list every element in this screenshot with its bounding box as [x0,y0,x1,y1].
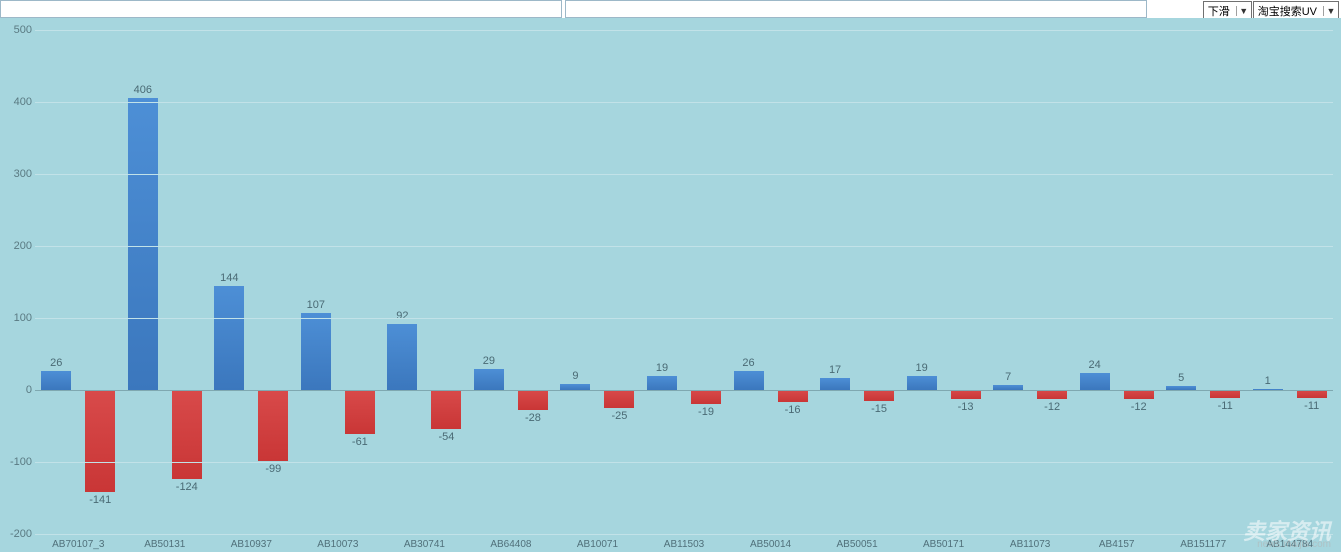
bar-negative[interactable] [951,390,981,399]
category-label: AB70107_3 [52,539,104,550]
category-label: AB50171 [923,539,964,550]
y-axis-tick: 100 [2,312,32,324]
category-label: AB64408 [490,539,531,550]
bar-value-label: 1 [1265,375,1271,387]
bar-value-label: -15 [871,403,887,415]
bar-positive[interactable] [474,369,504,390]
gridline [35,390,1333,391]
bar-negative[interactable] [518,390,548,410]
bar-negative[interactable] [1124,390,1154,399]
category-label: AB50131 [144,539,185,550]
bar-negative[interactable] [345,390,375,434]
y-axis-tick: 500 [2,24,32,36]
bar-value-label: 107 [307,299,325,311]
bar-negative[interactable] [172,390,202,479]
bar-positive[interactable] [734,371,764,390]
bar-value-label: -61 [352,436,368,448]
y-axis-tick: 200 [2,240,32,252]
bar-negative[interactable] [691,390,721,404]
category-label: AB10071 [577,539,618,550]
category-label: AB50014 [750,539,791,550]
bar-value-label: -141 [89,494,111,506]
bar-value-label: -12 [1131,401,1147,413]
bar-negative[interactable] [604,390,634,408]
bar-value-label: -25 [612,410,628,422]
category-label: AB144784 [1266,539,1313,550]
gridline [35,174,1333,175]
bar-positive[interactable] [41,371,71,390]
category-label: AB4157 [1099,539,1135,550]
bar-positive[interactable] [214,286,244,390]
bar-value-label: 5 [1178,372,1184,384]
chevron-down-icon: ▼ [1323,6,1338,16]
bars-layer: AB70107_326-141AB50131406-124AB10937144-… [35,30,1333,534]
toolbar: 下滑 ▼ 淘宝搜索UV ▼ [0,0,1341,19]
bar-negative[interactable] [864,390,894,401]
category-label: AB151177 [1180,539,1226,550]
category-label: AB50051 [836,539,877,550]
chevron-down-icon: ▼ [1236,6,1251,16]
bar-positive[interactable] [387,324,417,390]
gridline [35,30,1333,31]
category-label: AB30741 [404,539,445,550]
gridline [35,534,1333,535]
bar-value-label: 7 [1005,371,1011,383]
gridline [35,462,1333,463]
y-axis-tick: 300 [2,168,32,180]
bar-negative[interactable] [778,390,808,402]
filter-input-2[interactable] [565,0,1147,18]
y-axis-tick: -200 [2,528,32,540]
bar-value-label: 406 [134,84,152,96]
gridline [35,102,1333,103]
bar-value-label: -54 [438,431,454,443]
category-label: AB11503 [664,539,704,550]
plot-region: AB70107_326-141AB50131406-124AB10937144-… [35,30,1333,534]
bar-positive[interactable] [820,378,850,390]
bar-value-label: 19 [915,362,927,374]
bar-positive[interactable] [128,98,158,390]
bar-value-label: -16 [785,404,801,416]
bar-value-label: -13 [958,401,974,413]
bar-positive[interactable] [1080,373,1110,390]
bar-value-label: 29 [483,355,495,367]
bar-value-label: -12 [1044,401,1060,413]
category-label: AB11073 [1010,539,1050,550]
bar-value-label: 144 [220,272,238,284]
bar-value-label: 92 [396,310,408,322]
bar-value-label: 9 [572,370,578,382]
bar-positive[interactable] [907,376,937,390]
category-label: AB10937 [231,539,272,550]
y-axis-tick: 400 [2,96,32,108]
bar-value-label: 24 [1089,359,1101,371]
bar-value-label: -11 [1218,400,1233,412]
bar-negative[interactable] [258,390,288,461]
bar-negative[interactable] [85,390,115,492]
y-axis-tick: -100 [2,456,32,468]
bar-value-label: 19 [656,362,668,374]
metric-select-value: 淘宝搜索UV [1254,3,1323,19]
trend-select-value: 下滑 [1204,3,1236,19]
gridline [35,318,1333,319]
bar-positive[interactable] [647,376,677,390]
bar-value-label: 26 [742,357,754,369]
bar-value-label: -28 [525,412,541,424]
bar-positive[interactable] [301,313,331,390]
bar-value-label: 26 [50,357,62,369]
category-label: AB10073 [317,539,358,550]
bar-value-label: 17 [829,364,841,376]
bar-negative[interactable] [1210,390,1240,398]
bar-value-label: -124 [176,481,198,493]
bar-value-label: -19 [698,406,714,418]
bar-negative[interactable] [1037,390,1067,399]
bar-positive[interactable] [560,384,590,390]
bar-value-label: -99 [265,463,281,475]
filter-input-1[interactable] [0,0,562,18]
bar-negative[interactable] [431,390,461,429]
y-axis-tick: 0 [2,384,32,396]
bar-value-label: -11 [1304,400,1319,412]
gridline [35,246,1333,247]
chart-area: AB70107_3 26 -141 AB50131 406 -124 AB10937 144 -… [0,18,1341,552]
bar-negative[interactable] [1297,390,1327,398]
